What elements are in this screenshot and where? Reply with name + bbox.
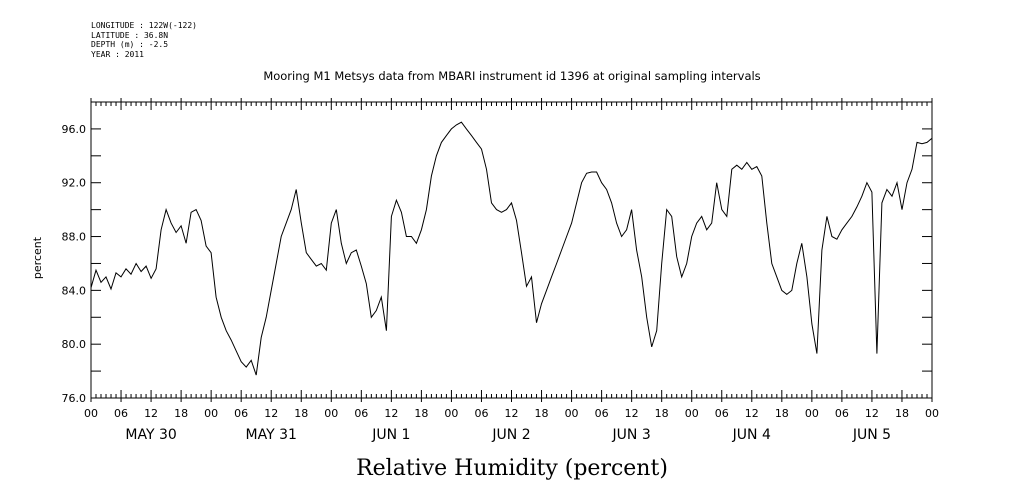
y-tick-label: 76.0 <box>62 392 87 405</box>
y-tick-label: 92.0 <box>62 177 87 190</box>
x-day-label: MAY 31 <box>246 427 297 443</box>
x-tick-label: 12 <box>144 407 158 420</box>
x-tick-label: 06 <box>234 407 248 420</box>
x-day-label: JUN 5 <box>852 427 891 443</box>
latitude-text: LATITUDE : 36.8N <box>91 30 169 40</box>
x-tick-label: 12 <box>505 407 519 420</box>
x-tick-label: 06 <box>474 407 488 420</box>
depth-text: DEPTH (m) : -2.5 <box>91 40 169 49</box>
x-tick-label: 00 <box>84 407 98 420</box>
x-tick-label: 00 <box>805 407 819 420</box>
x-tick-label: 06 <box>354 407 368 420</box>
x-tick-label: 00 <box>324 407 338 420</box>
x-tick-label: 06 <box>715 407 729 420</box>
x-tick-label: 00 <box>204 407 218 420</box>
x-tick-label: 00 <box>925 407 939 420</box>
x-tick-label: 12 <box>865 407 879 420</box>
mooring-metadata: LONGITUDE : 122W(-122) LATITUDE : 36.8N DE… <box>91 21 197 59</box>
x-tick-label: 06 <box>595 407 609 420</box>
x-axis-label: Relative Humidity (percent) <box>356 456 668 481</box>
x-day-label: JUN 1 <box>371 427 410 443</box>
x-day-label: JUN 3 <box>612 427 651 443</box>
x-tick-label: 00 <box>685 407 699 420</box>
y-tick-label: 96.0 <box>62 123 87 136</box>
x-tick-label: 12 <box>384 407 398 420</box>
x-tick-label: 18 <box>174 407 188 420</box>
y-tick-label: 88.0 <box>62 231 87 244</box>
x-day-label: MAY 30 <box>125 427 176 443</box>
longitude-text: LONGITUDE : 122W(-122) <box>91 21 197 30</box>
x-tick-label: 18 <box>414 407 428 420</box>
x-tick-label: 18 <box>895 407 909 420</box>
x-tick-label: 00 <box>565 407 579 420</box>
year-text: YEAR : 2011 <box>91 49 144 59</box>
x-day-label: JUN 2 <box>491 427 530 443</box>
x-tick-label: 00 <box>444 407 458 420</box>
y-axis-label: percent <box>31 236 44 279</box>
y-tick-label: 80.0 <box>62 338 87 351</box>
x-tick-label: 12 <box>745 407 759 420</box>
series-line-relative-humidity <box>90 121 933 376</box>
x-tick-label: 06 <box>114 407 128 420</box>
x-tick-label: 18 <box>655 407 669 420</box>
x-tick-label: 18 <box>294 407 308 420</box>
chart-title: Mooring M1 Metsys data from MBARI instru… <box>263 69 760 83</box>
axes-group: 00 06 12 18 00 06 12 18 00 06 12 18 00 06 12 18 00 06 12 18… <box>62 98 939 443</box>
x-tick-label: 18 <box>535 407 549 420</box>
plot-frame <box>90 101 933 399</box>
x-tick-label: 06 <box>835 407 849 420</box>
y-tick-label: 84.0 <box>62 284 87 297</box>
x-tick-label: 18 <box>775 407 789 420</box>
x-day-label: JUN 4 <box>732 427 771 443</box>
x-tick-label: 12 <box>264 407 278 420</box>
x-tick-label: 12 <box>625 407 639 420</box>
